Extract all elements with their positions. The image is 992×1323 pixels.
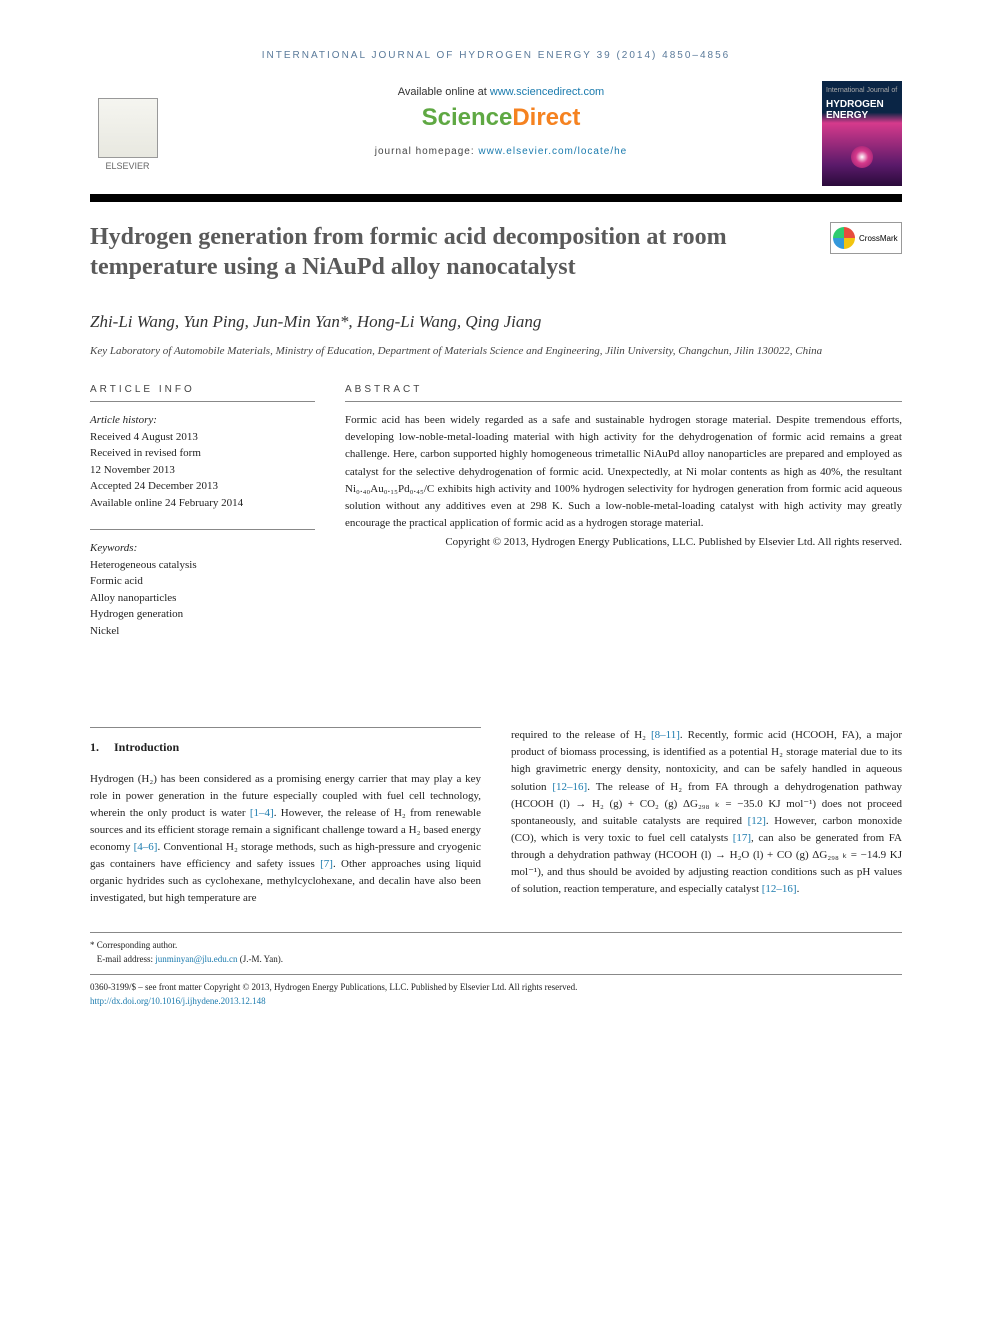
- cover-main2: ENERGY: [826, 110, 868, 121]
- ref-link-4[interactable]: [8–11]: [651, 729, 680, 741]
- sciencedirect-logo: ScienceDirect: [180, 104, 822, 132]
- keyword-1: Heterogeneous catalysis: [90, 557, 315, 574]
- body-column-right: required to the release of H₂ [8–11]. Re…: [511, 727, 902, 907]
- sd-direct-text: Direct: [512, 104, 580, 131]
- doi-link[interactable]: http://dx.doi.org/10.1016/j.ijhydene.201…: [90, 996, 266, 1006]
- abstract-heading: ABSTRACT: [345, 384, 902, 402]
- history-revised-date: 12 November 2013: [90, 462, 315, 479]
- ref-link-5[interactable]: [12–16]: [552, 781, 587, 793]
- ref-link-2[interactable]: [4–6]: [134, 841, 158, 853]
- section-title: Introduction: [114, 740, 179, 754]
- elsevier-logo: ELSEVIER: [90, 81, 165, 171]
- available-online-line: Available online at www.sciencedirect.co…: [180, 86, 822, 98]
- intro-paragraph-left: Hydrogen (H₂) has been considered as a p…: [90, 771, 481, 907]
- center-header: Available online at www.sciencedirect.co…: [180, 81, 822, 157]
- section-number: 1.: [90, 740, 99, 754]
- ref-link-1[interactable]: [1–4]: [250, 807, 274, 819]
- history-online: Available online 24 February 2014: [90, 495, 315, 512]
- cover-small-title: International Journal of: [826, 87, 898, 94]
- history-received: Received 4 August 2013: [90, 429, 315, 446]
- crossmark-badge[interactable]: CrossMark: [830, 222, 902, 254]
- sciencedirect-link[interactable]: www.sciencedirect.com: [490, 86, 604, 98]
- intro-text-2a: required to the release of H₂: [511, 729, 651, 741]
- article-info-heading: ARTICLE INFO: [90, 384, 315, 402]
- article-history-block: Article history: Received 4 August 2013 …: [90, 412, 315, 511]
- ref-link-6[interactable]: [12]: [748, 815, 766, 827]
- article-title: Hydrogen generation from formic acid dec…: [90, 222, 750, 282]
- crossmark-icon: [833, 227, 855, 249]
- abstract-copyright: Copyright © 2013, Hydrogen Energy Public…: [345, 534, 902, 551]
- body-two-columns: 1. Introduction Hydrogen (H₂) has been c…: [90, 727, 902, 907]
- crossmark-label: CrossMark: [859, 234, 898, 243]
- history-label: Article history:: [90, 412, 315, 429]
- cover-main1: HYDROGEN: [826, 99, 884, 110]
- keyword-2: Formic acid: [90, 573, 315, 590]
- author-email-link[interactable]: junminyan@jlu.edu.cn: [155, 954, 237, 964]
- journal-homepage-line: journal homepage: www.elsevier.com/locat…: [180, 146, 822, 157]
- keywords-label: Keywords:: [90, 540, 315, 557]
- homepage-label: journal homepage:: [375, 146, 479, 157]
- issn-copyright-line: 0360-3199/$ – see front matter Copyright…: [90, 981, 902, 995]
- cover-main-title: HYDROGEN ENERGY: [826, 99, 884, 121]
- email-label: E-mail address:: [97, 954, 155, 964]
- article-info-column: ARTICLE INFO Article history: Received 4…: [90, 384, 315, 657]
- corresponding-author-note: * Corresponding author.: [90, 939, 902, 953]
- elsevier-tree-icon: [98, 98, 158, 158]
- doi-line: http://dx.doi.org/10.1016/j.ijhydene.201…: [90, 995, 902, 1009]
- sd-science-text: Science: [422, 104, 513, 131]
- footer-block: * Corresponding author. E-mail address: …: [90, 932, 902, 1008]
- cover-graphic-icon: [851, 146, 873, 168]
- intro-paragraph-right: required to the release of H₂ [8–11]. Re…: [511, 727, 902, 897]
- footer-separator: [90, 974, 902, 975]
- divider-bar: [90, 194, 902, 202]
- intro-text-2f: .: [797, 883, 800, 895]
- ref-link-7[interactable]: [17]: [733, 832, 751, 844]
- history-accepted: Accepted 24 December 2013: [90, 478, 315, 495]
- keywords-block: Keywords: Heterogeneous catalysis Formic…: [90, 529, 315, 639]
- email-author-name: (J.-M. Yan).: [238, 954, 284, 964]
- email-line: E-mail address: junminyan@jlu.edu.cn (J.…: [90, 953, 902, 967]
- keyword-5: Nickel: [90, 623, 315, 640]
- author-list: Zhi-Li Wang, Yun Ping, Jun-Min Yan*, Hon…: [90, 312, 902, 332]
- history-revised-label: Received in revised form: [90, 445, 315, 462]
- keyword-3: Alloy nanoparticles: [90, 590, 315, 607]
- keyword-4: Hydrogen generation: [90, 606, 315, 623]
- abstract-text: Formic acid has been widely regarded as …: [345, 412, 902, 531]
- available-label: Available online at: [398, 86, 490, 98]
- journal-cover-thumbnail: International Journal of HYDROGEN ENERGY: [822, 81, 902, 186]
- body-column-left: 1. Introduction Hydrogen (H₂) has been c…: [90, 727, 481, 907]
- elsevier-label: ELSEVIER: [105, 161, 149, 171]
- ref-link-8[interactable]: [12–16]: [762, 883, 797, 895]
- affiliation: Key Laboratory of Automobile Materials, …: [90, 344, 902, 359]
- homepage-link[interactable]: www.elsevier.com/locate/he: [478, 146, 627, 157]
- ref-link-3[interactable]: [7]: [320, 858, 333, 870]
- journal-citation-header: INTERNATIONAL JOURNAL OF HYDROGEN ENERGY…: [90, 50, 902, 61]
- abstract-column: ABSTRACT Formic acid has been widely reg…: [345, 384, 902, 657]
- top-header-section: ELSEVIER Available online at www.science…: [90, 81, 902, 186]
- introduction-heading: 1. Introduction: [90, 727, 481, 757]
